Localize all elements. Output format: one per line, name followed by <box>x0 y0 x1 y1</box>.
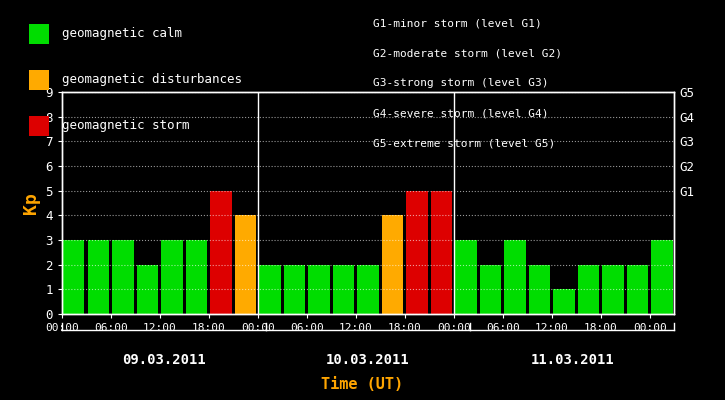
Bar <box>235 215 256 314</box>
Text: G1-minor storm (level G1): G1-minor storm (level G1) <box>373 18 542 28</box>
Bar <box>333 265 354 314</box>
Bar <box>161 240 183 314</box>
Bar <box>651 240 673 314</box>
Bar <box>627 265 648 314</box>
Bar <box>529 265 550 314</box>
Bar <box>431 191 452 314</box>
Bar <box>137 265 158 314</box>
Text: 11.03.2011: 11.03.2011 <box>530 353 614 367</box>
Bar <box>112 240 133 314</box>
Bar <box>505 240 526 314</box>
Bar <box>308 265 330 314</box>
Text: G4-severe storm (level G4): G4-severe storm (level G4) <box>373 108 549 118</box>
Bar <box>186 240 207 314</box>
Text: G2-moderate storm (level G2): G2-moderate storm (level G2) <box>373 48 563 58</box>
Bar <box>260 265 281 314</box>
Bar <box>357 265 378 314</box>
Bar <box>553 289 575 314</box>
Bar <box>283 265 305 314</box>
Text: 10.03.2011: 10.03.2011 <box>326 353 410 367</box>
Bar <box>578 265 599 314</box>
Bar <box>63 240 85 314</box>
Bar <box>210 191 231 314</box>
Bar <box>455 240 476 314</box>
Text: G3-strong storm (level G3): G3-strong storm (level G3) <box>373 78 549 88</box>
Text: G5-extreme storm (level G5): G5-extreme storm (level G5) <box>373 138 555 148</box>
Text: geomagnetic disturbances: geomagnetic disturbances <box>62 74 241 86</box>
Text: geomagnetic storm: geomagnetic storm <box>62 120 189 132</box>
Bar <box>406 191 428 314</box>
Text: Time (UT): Time (UT) <box>321 377 404 392</box>
Bar <box>382 215 403 314</box>
Bar <box>480 265 501 314</box>
Text: geomagnetic calm: geomagnetic calm <box>62 28 182 40</box>
Y-axis label: Kp: Kp <box>22 192 40 214</box>
Bar <box>88 240 109 314</box>
Text: 09.03.2011: 09.03.2011 <box>122 353 206 367</box>
Bar <box>602 265 624 314</box>
